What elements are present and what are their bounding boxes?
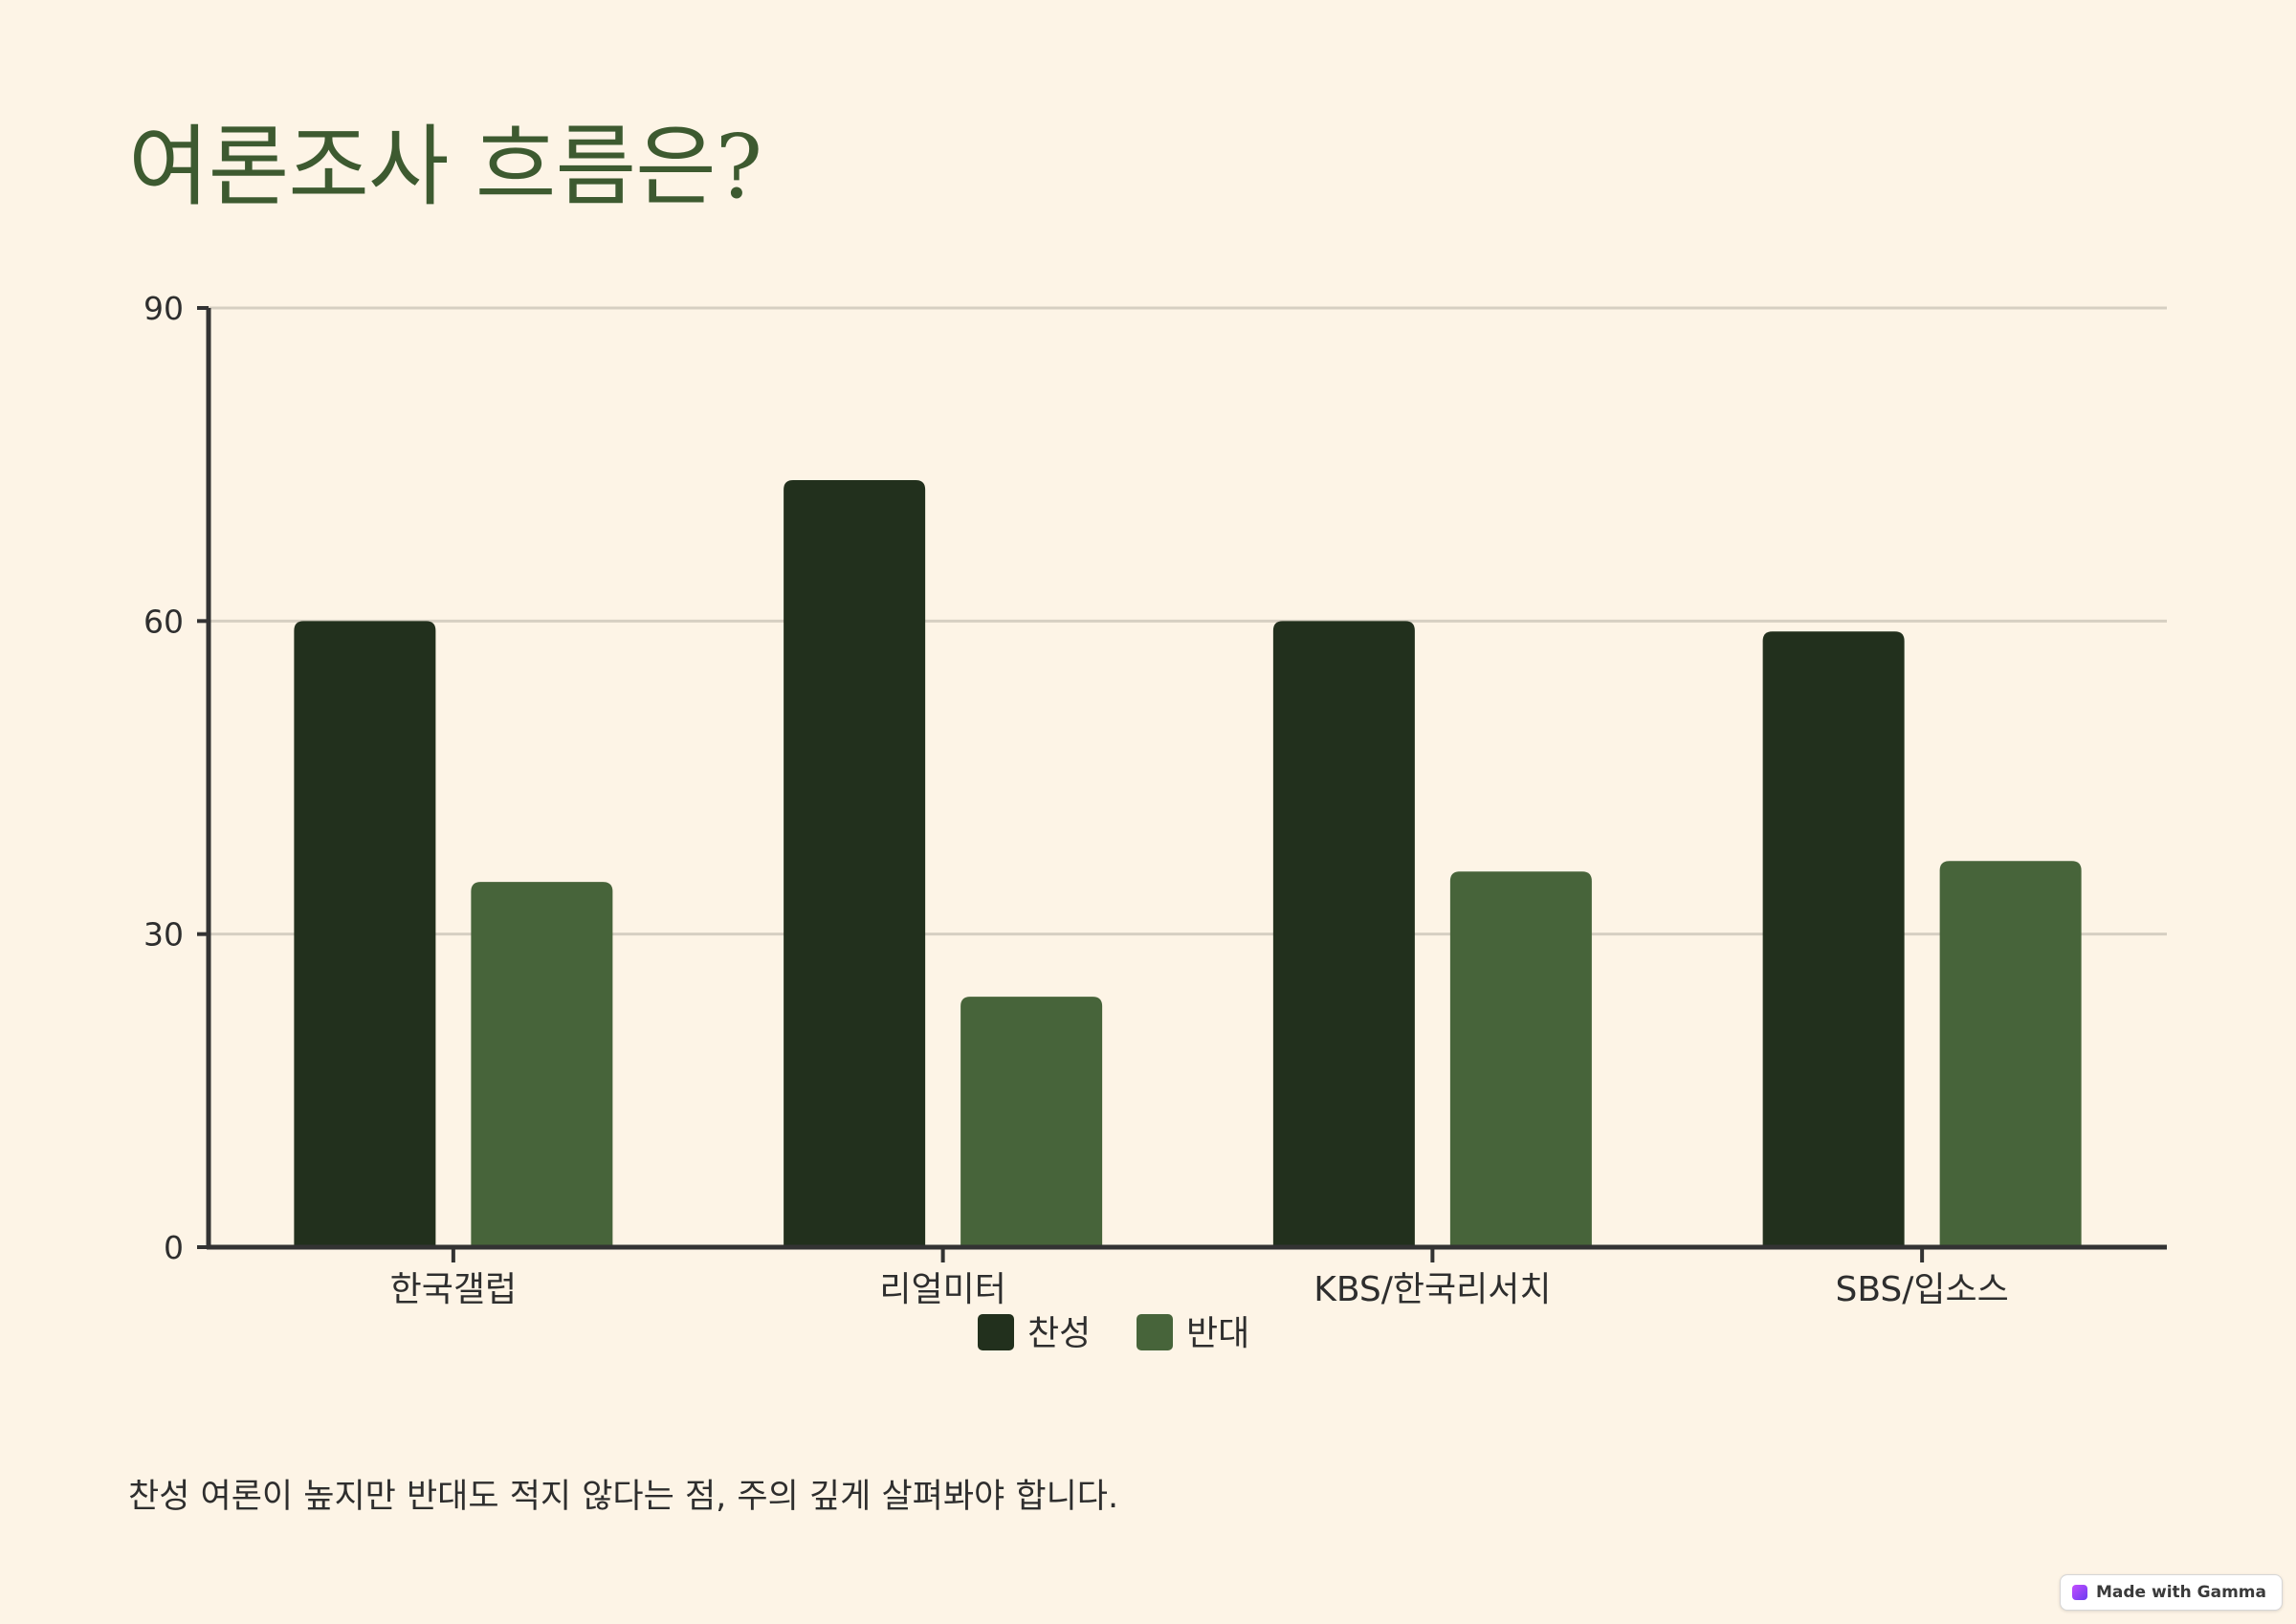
y-tick-label: 0 bbox=[164, 1229, 184, 1266]
bar-approve bbox=[1762, 631, 1905, 1247]
slide-caption: 찬성 여론이 높지만 반대도 적지 않다는 점, 주의 깊게 살펴봐야 합니다. bbox=[128, 1478, 1119, 1516]
made-with-gamma-badge[interactable]: Made with Gamma bbox=[2059, 1574, 2283, 1611]
bar-oppose bbox=[960, 997, 1103, 1247]
axes bbox=[197, 306, 2167, 1262]
y-tick-label: 90 bbox=[144, 290, 184, 327]
y-tick-label: 30 bbox=[144, 916, 184, 954]
bar-chart: 0 30 60 90 한국갤럽 리얼미터 KBS/한국리서치 SBS/입소스 찬성 반대 bbox=[144, 290, 2167, 1353]
bar-oppose bbox=[1449, 871, 1592, 1247]
legend-label: 찬성 bbox=[1027, 1314, 1091, 1353]
slide-title: 여론조사 흐름은? bbox=[128, 116, 762, 218]
x-tick-label: 리얼미터 bbox=[879, 1270, 1005, 1309]
bar-oppose bbox=[1939, 861, 2082, 1247]
bar-approve bbox=[294, 621, 436, 1247]
legend-swatch bbox=[978, 1314, 1014, 1350]
legend-swatch bbox=[1137, 1314, 1173, 1350]
y-tick-label: 60 bbox=[144, 603, 184, 640]
x-tick-label: KBS/한국리서치 bbox=[1314, 1270, 1551, 1309]
x-tick-label: 한국갤럽 bbox=[390, 1270, 517, 1309]
legend: 찬성 반대 bbox=[978, 1314, 1249, 1353]
bar-approve bbox=[1272, 621, 1415, 1247]
bar-approve bbox=[784, 480, 926, 1247]
bars bbox=[294, 480, 2082, 1247]
legend-label: 반대 bbox=[1186, 1314, 1249, 1353]
gamma-logo-icon bbox=[2071, 1585, 2087, 1600]
labels: 0 30 60 90 한국갤럽 리얼미터 KBS/한국리서치 SBS/입소스 bbox=[144, 290, 2009, 1309]
x-tick-label: SBS/입소스 bbox=[1835, 1270, 2008, 1309]
badge-label: Made with Gamma bbox=[2095, 1583, 2266, 1602]
bar-oppose bbox=[471, 882, 613, 1247]
